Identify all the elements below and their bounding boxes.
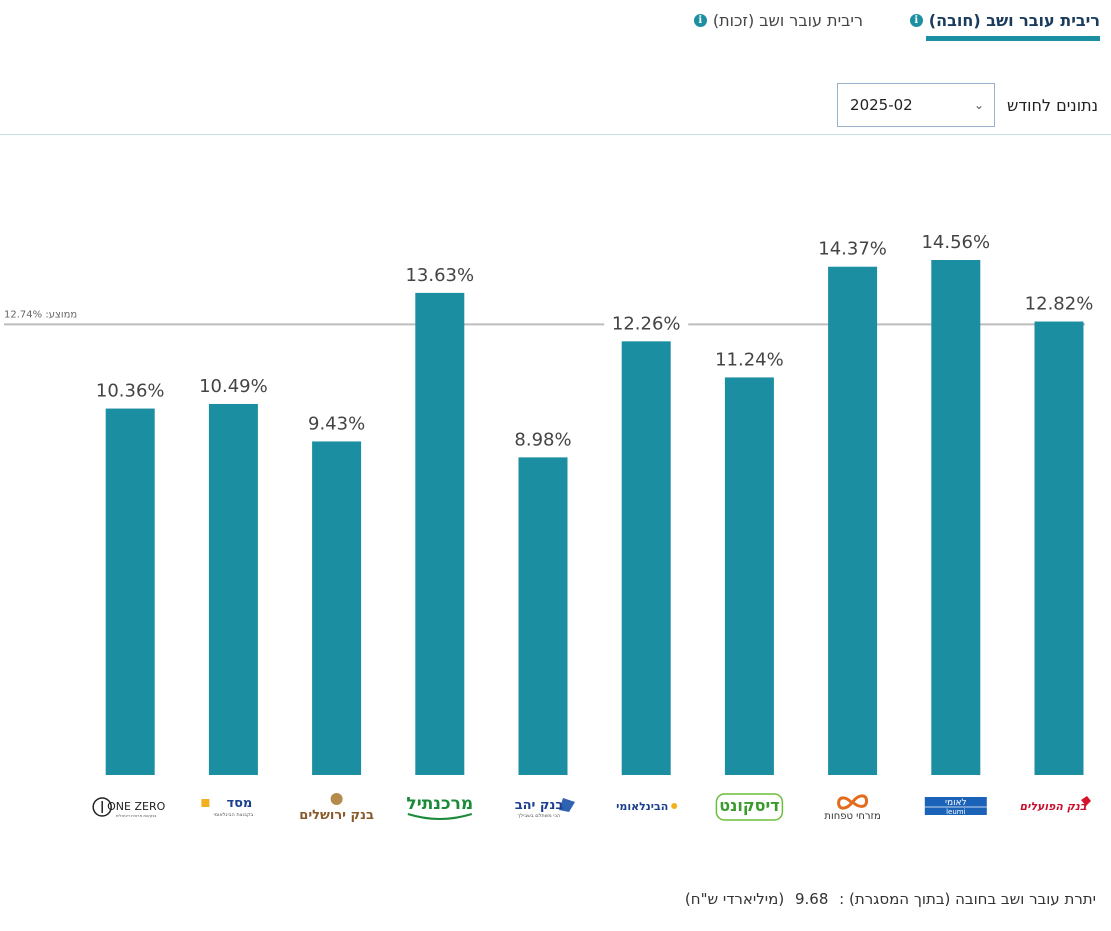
month-filter: נתונים לחודש 2025-02 ⌄ — [837, 83, 1098, 127]
mizrahi-logo: מזרחי טפחות — [824, 794, 881, 822]
mercantile-logo: מרכנתיל — [406, 794, 473, 820]
average-label: ממוצע: 12.74% — [4, 309, 77, 320]
bar[interactable] — [1034, 321, 1084, 775]
bar-label-bg — [191, 369, 276, 396]
bar-value-label: 8.98% — [514, 429, 571, 450]
bar-value-label: 10.36% — [96, 381, 165, 402]
svg-text:בנק יהב: בנק יהב — [515, 798, 564, 813]
bar[interactable] — [208, 403, 258, 775]
tab-credit-label: ריבית עובר ושב (זכות) — [712, 10, 863, 30]
header-divider — [0, 134, 1111, 135]
bar-label-bg — [88, 374, 173, 401]
bar-value-label: 9.43% — [308, 413, 365, 434]
footer-label: יתרת עובר ושב בחובה (בתוך המסגרת) : — [839, 890, 1096, 908]
month-select[interactable]: 2025-02 ⌄ — [837, 83, 996, 127]
chevron-down-icon: ⌄ — [973, 98, 985, 112]
svg-text:מזרחי טפחות: מזרחי טפחות — [824, 811, 880, 822]
bar-value-label: 10.49% — [199, 376, 268, 397]
bar-label-bg — [707, 343, 792, 370]
fibi-logo: הבינלאומי — [616, 800, 678, 813]
bar-label-bg — [294, 407, 379, 434]
info-icon[interactable]: i — [693, 13, 707, 27]
svg-text:לאומי: לאומי — [945, 798, 967, 808]
tab-debit-label: ריבית עובר ושב (חובה) — [928, 10, 1100, 30]
active-tab-underline — [926, 36, 1100, 41]
tab-debit-interest[interactable]: ריבית עובר ושב (חובה) i — [909, 8, 1100, 32]
bar[interactable] — [312, 441, 362, 775]
bar-value-label: 14.37% — [818, 239, 887, 260]
bar-value-label: 11.24% — [715, 349, 784, 370]
bar-value-label: 12.82% — [1025, 294, 1094, 315]
bar-label-bg — [501, 423, 585, 450]
jerusalem-logo: בנק ירושלים — [299, 793, 374, 823]
bar[interactable] — [931, 260, 981, 775]
bar-value-label: 14.56% — [921, 232, 990, 253]
hapoalim-logo: בנק הפועלים — [1019, 796, 1091, 813]
bar-label-bg — [913, 226, 998, 252]
svg-text:הכי משתלם בשבילך: הכי משתלם בשבילך — [518, 813, 561, 819]
bar-label-bg — [397, 258, 482, 285]
footer-value: 9.68 — [794, 890, 829, 908]
svg-text:בקבוצת הבינלאומי: בקבוצת הבינלאומי — [213, 812, 253, 818]
bar-value-label: 13.63% — [405, 265, 474, 286]
bar[interactable] — [621, 341, 671, 775]
month-filter-label: נתונים לחודש — [1007, 95, 1098, 115]
bar-label-bg — [810, 232, 895, 259]
svg-text:מסד: מסד — [226, 796, 252, 811]
svg-text:דיסקונט: דיסקונט — [719, 796, 779, 815]
bar[interactable] — [415, 292, 465, 775]
discount-logo: דיסקונט — [715, 793, 784, 821]
svg-text:ONE ZERO: ONE ZERO — [107, 800, 165, 813]
bar[interactable] — [828, 266, 878, 775]
svg-text:leumi: leumi — [946, 808, 966, 816]
tab-credit-interest[interactable]: ריבית עובר ושב (זכות) i — [693, 8, 863, 32]
footer-summary: יתרת עובר ושב בחובה (בתוך המסגרת) : 9.68… — [679, 890, 1096, 908]
month-select-value: 2025-02 — [850, 96, 913, 114]
svg-text:הבינלאומי: הבינלאומי — [616, 800, 668, 813]
info-icon[interactable]: i — [909, 13, 923, 27]
bar-label-bg — [1017, 287, 1101, 314]
bar-chart: ממוצע: 12.74% 12.82% בנק הפועלים 14.56% לאומ… — [4, 226, 1101, 823]
bar-value-label: 12.26% — [612, 313, 681, 334]
svg-text:בנק ירושלים: בנק ירושלים — [299, 808, 374, 823]
bar-label-bg — [604, 307, 689, 334]
tab-bar: ריבית עובר ושב (חובה) i ריבית עובר ושב (… — [0, 0, 1111, 44]
svg-text:מרכנתיל: מרכנתיל — [406, 794, 473, 814]
svg-text:בנק הפועלים: בנק הפועלים — [1019, 800, 1086, 813]
bar[interactable] — [518, 457, 568, 775]
bar[interactable] — [724, 377, 774, 775]
svg-text:בנקאות פרטית דיגיטלית: בנקאות פרטית דיגיטלית — [116, 813, 157, 818]
bar[interactable] — [105, 408, 155, 775]
footer-unit: (מיליארדי ש"ח) — [684, 890, 785, 908]
